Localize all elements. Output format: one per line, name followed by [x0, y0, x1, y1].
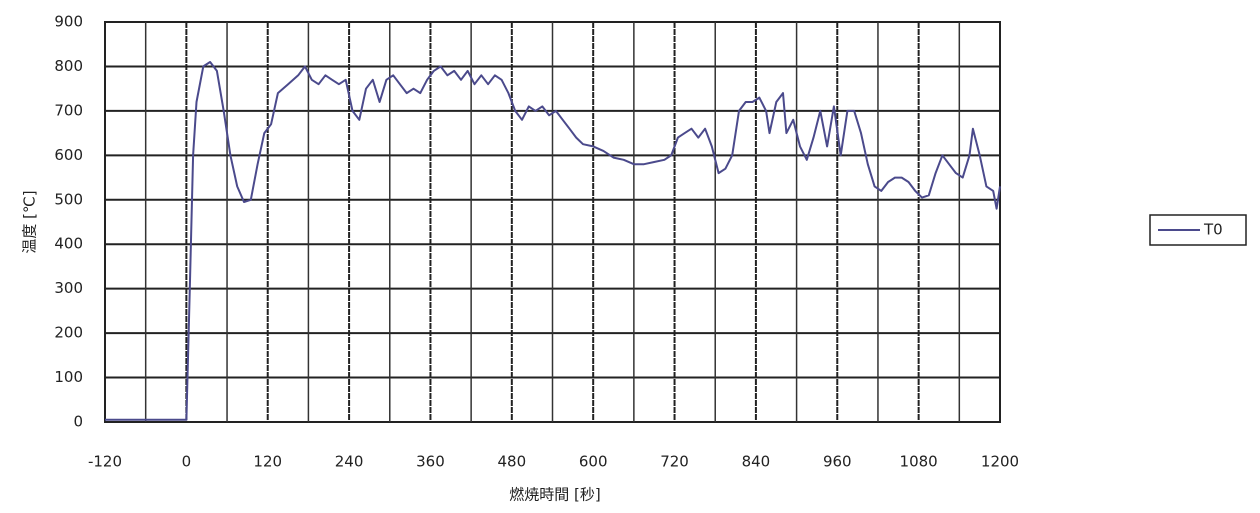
x-tick-label: 480	[497, 453, 526, 471]
y-axis-label: 温度 [℃]	[21, 190, 39, 253]
y-tick-label: 700	[54, 101, 83, 119]
x-tick-label: 960	[823, 453, 852, 471]
y-tick-label: 400	[54, 235, 83, 253]
x-tick-label: 360	[416, 453, 445, 471]
x-tick-label: 600	[579, 453, 608, 471]
x-tick-label: 0	[182, 453, 192, 471]
legend-label: T0	[1203, 221, 1223, 239]
y-tick-label: 0	[73, 413, 83, 431]
y-tick-label: 300	[54, 279, 83, 297]
x-tick-label: 720	[660, 453, 689, 471]
x-tick-label: 1200	[981, 453, 1019, 471]
y-tick-label: 900	[54, 13, 83, 31]
y-tick-label: 500	[54, 190, 83, 208]
x-tick-label: 120	[253, 453, 282, 471]
x-tick-label: -120	[88, 453, 122, 471]
y-tick-label: 200	[54, 324, 83, 342]
y-tick-label: 100	[54, 368, 83, 386]
x-axis-label: 燃焼時間 [秒]	[509, 486, 600, 504]
x-tick-label: 840	[742, 453, 771, 471]
y-tick-label: 600	[54, 146, 83, 164]
series-line	[105, 61, 1001, 421]
x-tick-label: 1080	[900, 453, 938, 471]
x-tick-label: 240	[335, 453, 364, 471]
y-tick-label: 800	[54, 57, 83, 75]
